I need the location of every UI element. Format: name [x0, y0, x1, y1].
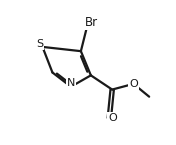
- Text: S: S: [36, 39, 43, 49]
- Text: N: N: [67, 78, 75, 88]
- Text: O: O: [108, 113, 117, 123]
- Text: O: O: [129, 79, 138, 89]
- Text: Br: Br: [84, 16, 98, 29]
